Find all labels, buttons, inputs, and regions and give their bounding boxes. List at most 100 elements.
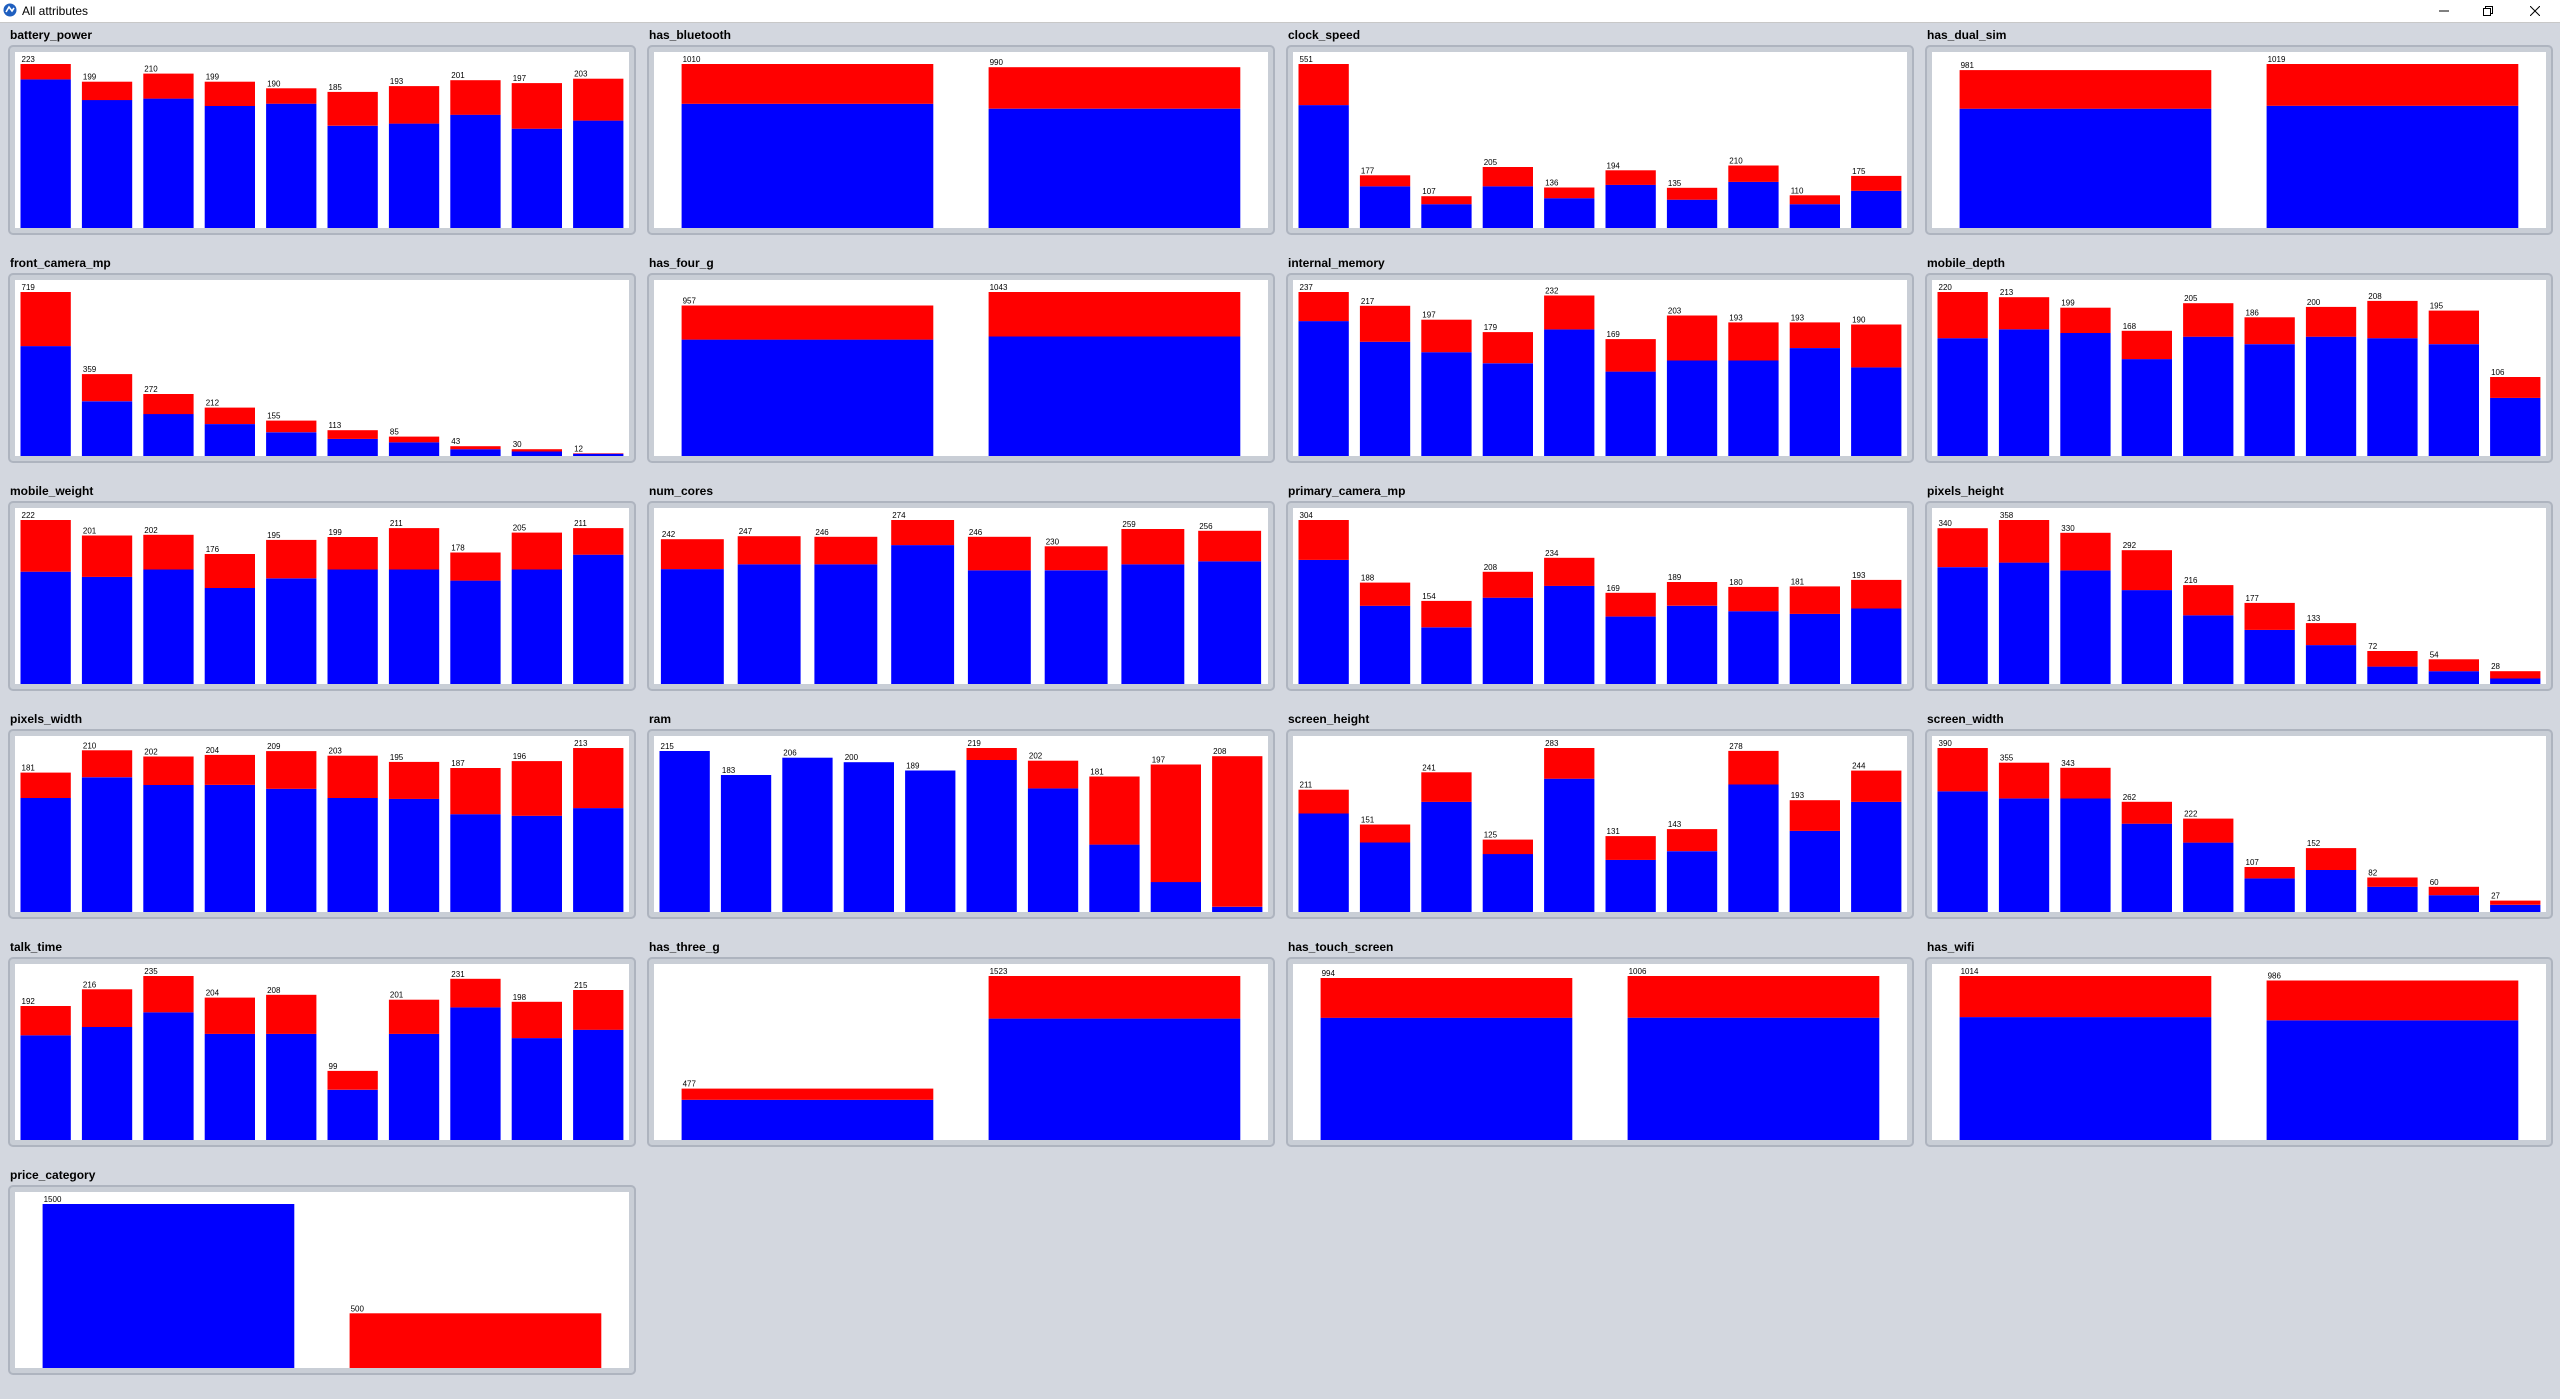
bar-value-label: 390 <box>1939 739 1953 748</box>
bar-value-label: 43 <box>451 437 460 446</box>
bar-value-label: 85 <box>390 428 399 437</box>
chart-title: price_category <box>10 1168 96 1182</box>
bar-segment-red <box>1482 571 1533 598</box>
bar-value-label: 181 <box>1791 577 1805 586</box>
bar-segment-red <box>2367 877 2418 887</box>
bar-segment-red <box>1544 187 1595 199</box>
chart-panel: front_camera_mp 719 359 272 212 155 113 85 43 30 1… <box>0 250 639 478</box>
bar-segment-red <box>1044 546 1108 571</box>
bar-segment-blue <box>891 545 955 684</box>
bar-segment-red <box>2490 671 2541 679</box>
bar-value-label: 213 <box>574 739 588 748</box>
bar-segment-red <box>1605 836 1656 860</box>
bar-value-label: 168 <box>2123 322 2137 331</box>
bar-segment-blue <box>204 588 255 684</box>
bar-value-label: 358 <box>2000 511 2014 520</box>
chart-title: has_four_g <box>649 256 714 270</box>
bar-segment-blue <box>814 564 878 684</box>
bar-segment-red <box>450 446 501 450</box>
bar-value-label: 152 <box>2307 839 2321 848</box>
bar-segment-blue <box>2183 336 2234 456</box>
bar-segment-red <box>967 536 1031 571</box>
bar-segment-red <box>1851 324 1902 368</box>
bar-value-label: 110 <box>1791 186 1804 195</box>
bar-segment-red <box>388 528 440 570</box>
bar-segment-red <box>2305 848 2357 870</box>
bar-value-label: 196 <box>513 752 527 761</box>
chart-panel: has_dual_sim 981 1019 <box>1917 22 2556 250</box>
bar-segment-blue <box>266 1033 317 1140</box>
bar-segment-blue <box>905 770 956 912</box>
close-button[interactable] <box>2513 0 2557 22</box>
minimize-button[interactable] <box>2422 0 2466 22</box>
bar-segment-red <box>327 537 378 570</box>
bar-segment-blue <box>1212 906 1263 912</box>
bar-segment-blue <box>2266 1020 2519 1140</box>
chart-frame: 181 210 202 204 209 203 195 187 196 213 <box>8 729 636 919</box>
bar-segment-blue <box>573 554 624 684</box>
bar-segment-blue <box>1027 788 1079 912</box>
bar-segment-red <box>1998 762 2050 799</box>
bar-segment-red <box>327 430 378 439</box>
bar-segment-blue <box>573 808 624 912</box>
bar-segment-red <box>266 539 317 579</box>
bar-segment-blue <box>1421 352 1472 456</box>
bar-segment-blue <box>2183 615 2234 684</box>
bar-value-label: 990 <box>990 58 1004 67</box>
chart-frame: 994 1006 <box>1286 957 1914 1147</box>
bar-chart: 719 359 272 212 155 113 85 43 30 12 <box>15 280 629 456</box>
bar-segment-blue <box>450 1007 501 1140</box>
bar-value-label: 143 <box>1668 820 1682 829</box>
chart-title: pixels_width <box>10 712 83 726</box>
bar-segment-red <box>1959 976 2212 1018</box>
bar-value-label: 72 <box>2368 642 2377 651</box>
bar-segment-red <box>1298 789 1349 814</box>
bar-segment-red <box>573 528 624 555</box>
bar-value-label: 201 <box>451 71 465 80</box>
bar-segment-blue <box>2367 338 2418 456</box>
bar-segment-blue <box>2244 629 2295 684</box>
restore-button[interactable] <box>2466 0 2510 22</box>
bar-segment-blue <box>1544 585 1595 684</box>
bar-value-label: 1014 <box>1961 967 1979 976</box>
bar-chart: 340 358 330 292 216 177 133 72 54 28 <box>1932 508 2546 684</box>
bar-segment-red <box>511 761 562 816</box>
bar-value-label: 113 <box>329 421 342 430</box>
bar-segment-red <box>81 750 133 778</box>
chart-frame: 242 247 246 274 246 230 259 256 <box>647 501 1275 691</box>
bar-segment-red <box>2266 64 2519 106</box>
bar-segment-blue <box>1937 791 1988 912</box>
bar-value-label: 343 <box>2061 759 2075 768</box>
bar-segment-blue <box>681 1099 934 1140</box>
bar-value-label: 222 <box>2184 810 2198 819</box>
bar-value-label: 203 <box>1668 307 1682 316</box>
bar-segment-red <box>2428 659 2479 672</box>
bar-value-label: 175 <box>1852 167 1866 176</box>
bar-segment-blue <box>1605 184 1656 228</box>
bar-value-label: 202 <box>144 526 158 535</box>
bar-segment-red <box>81 81 133 101</box>
bar-segment-red <box>1359 305 1411 342</box>
bar-value-label: 135 <box>1668 179 1682 188</box>
bar-value-label: 241 <box>1422 763 1436 772</box>
bar-value-label: 197 <box>1422 311 1436 320</box>
bar-value-label: 204 <box>206 746 220 755</box>
bar-segment-red <box>2183 303 2234 337</box>
chart-frame: 551 177 107 205 136 194 135 210 110 175 <box>1286 45 1914 235</box>
bar-segment-red <box>1851 579 1902 609</box>
bar-value-label: 133 <box>2307 614 2321 623</box>
bar-segment-red <box>81 535 133 577</box>
bar-value-label: 198 <box>513 993 527 1002</box>
bar-segment-red <box>1851 175 1902 191</box>
bar-value-label: 107 <box>2246 858 2260 867</box>
title-bar[interactable]: All attributes <box>0 0 2560 23</box>
bar-value-label: 199 <box>83 73 97 82</box>
bar-segment-red <box>1605 339 1656 372</box>
chart-title: num_cores <box>649 484 714 498</box>
bar-segment-red <box>450 768 501 815</box>
bar-segment-red <box>511 449 562 452</box>
bar-segment-red <box>1998 520 2050 563</box>
bar-value-label: 359 <box>83 365 97 374</box>
bar-segment-red <box>204 754 255 785</box>
bar-value-label: 192 <box>22 997 36 1006</box>
